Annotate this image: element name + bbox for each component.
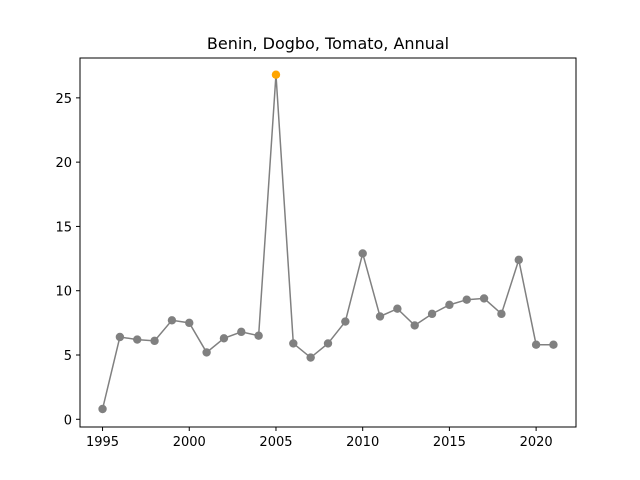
plot-area-frame <box>79 57 577 428</box>
x-tick-label: 2000 <box>173 435 206 450</box>
x-tick-label: 2015 <box>433 435 466 450</box>
data-point <box>341 317 350 326</box>
x-axis: 1995 2000 2005 2010 2015 2020 <box>86 427 553 450</box>
y-tick-label: 0 <box>64 413 72 428</box>
data-point <box>427 309 437 319</box>
data-point <box>133 335 142 344</box>
data-point <box>531 340 541 349</box>
data-point <box>410 321 419 330</box>
data-point <box>167 316 177 325</box>
data-point <box>219 334 229 343</box>
x-tick-label: 2010 <box>346 435 379 450</box>
data-point <box>462 295 471 304</box>
highlighted-data-point <box>271 70 281 79</box>
y-tick-label: 10 <box>55 285 72 300</box>
data-point <box>306 353 315 362</box>
data-point <box>237 327 246 337</box>
data-point <box>323 339 333 348</box>
y-tick-label: 15 <box>55 220 72 235</box>
data-point <box>150 336 159 346</box>
data-point <box>358 249 367 258</box>
data-point <box>393 304 402 313</box>
data-point <box>254 331 263 340</box>
y-axis: 0 5 10 15 20 25 <box>55 92 80 428</box>
series-layer <box>98 70 558 414</box>
y-tick-label: 5 <box>64 349 72 364</box>
x-tick-label: 2005 <box>259 435 292 450</box>
data-point <box>479 294 489 303</box>
x-tick-label: 2020 <box>520 435 553 450</box>
data-point <box>549 340 558 349</box>
y-tick-label: 20 <box>55 156 72 171</box>
data-point <box>115 332 125 342</box>
data-point <box>289 339 298 348</box>
data-point <box>497 309 506 319</box>
data-point <box>202 348 211 357</box>
chart-title: Benin, Dogbo, Tomato, Annual <box>207 34 449 53</box>
series-line <box>101 74 554 410</box>
data-point <box>98 404 107 414</box>
data-point <box>185 318 194 328</box>
y-tick-label: 25 <box>55 92 72 107</box>
data-point <box>375 312 385 321</box>
x-tick-label: 1995 <box>86 435 119 450</box>
data-point <box>445 300 454 310</box>
data-point <box>514 255 523 265</box>
